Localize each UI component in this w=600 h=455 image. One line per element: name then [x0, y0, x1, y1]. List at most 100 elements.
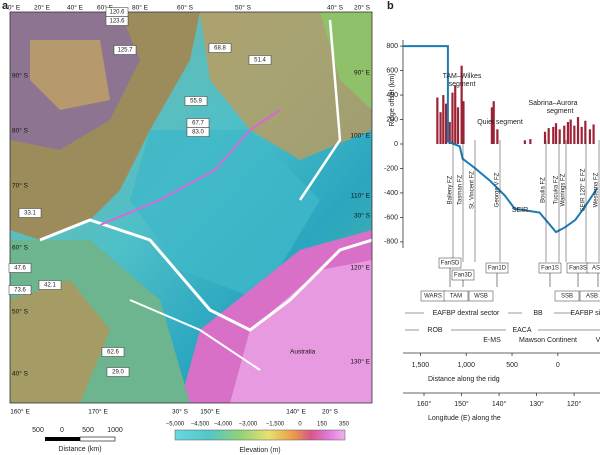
map-labels: 0° E 20° E 40° E 60° E 80° E 60° S 50° S 40° S 2… [8, 4, 371, 416]
map-box [106, 367, 130, 377]
bar [460, 65, 463, 144]
lat-label: 130° E [350, 358, 370, 366]
y-tick-label: 200 [386, 116, 398, 123]
map-box-label: 62.6 [107, 350, 119, 356]
bar [490, 107, 493, 144]
bar [444, 103, 448, 144]
x2-tick-label: 160° [417, 400, 432, 408]
scale-bar [45, 437, 80, 441]
segment-label: segment [547, 108, 574, 115]
map-box [184, 96, 208, 106]
y-tick-label: 800 [386, 43, 398, 50]
basin-box [468, 290, 494, 302]
lat-label: 90° E [354, 69, 371, 77]
lon-label: 60° E [97, 4, 114, 12]
lon-label: 40° E [67, 4, 84, 12]
fan-label: Fan3S [569, 266, 587, 272]
fz-label: Westerna FZ [594, 172, 600, 207]
y-tick-label: 400 [386, 92, 398, 99]
colorbar-title: Elevation (m) [239, 447, 280, 454]
fz-label: St. Vincent FZ [470, 171, 476, 209]
map-box-label: 120.6 [109, 10, 125, 16]
fan-label: FanSD [441, 261, 460, 267]
map-box [38, 280, 62, 290]
lat-label: 30° S [354, 212, 371, 220]
lat-label: 110° E [351, 192, 371, 200]
colorbar-ticks: −5,000 −4,500 −4,000 −3,000 −1,500 0 150 350 [166, 422, 350, 428]
colorbar-tick: −4,500 [191, 422, 210, 428]
scale-tick: 500 [32, 427, 44, 434]
y-tick-label: 600 [386, 67, 398, 74]
colorbar-tick: 150 [317, 422, 328, 428]
sector-label: EAFBP dextral sector [433, 310, 500, 317]
map-box-label: 83.0 [192, 130, 204, 136]
bar [584, 120, 587, 144]
lat-label: 100° E [350, 132, 370, 140]
map-box-label: 67.7 [192, 121, 204, 127]
bar [436, 97, 439, 144]
x2-tick-label: 140° [492, 400, 507, 408]
lon-label: 50° S [235, 4, 252, 12]
ridge-line [403, 45, 599, 234]
fan-label: Fan1S [541, 266, 559, 272]
bar [523, 140, 526, 144]
fz-label: George V FZ [495, 172, 501, 207]
map-box [8, 285, 32, 295]
bar [529, 139, 532, 144]
map-box [248, 55, 272, 65]
bar [462, 101, 465, 144]
y-tick-label: -400 [384, 190, 398, 197]
colorbar-tick: −1,500 [266, 422, 285, 428]
x2-tick-label: 150° [454, 400, 469, 408]
colorbar-tick: 350 [339, 422, 350, 428]
bar [496, 129, 499, 144]
bar [558, 129, 561, 144]
fz-label: Boulia FZ [541, 177, 547, 203]
bar [566, 121, 570, 144]
x2-tick-label: 120° [567, 400, 582, 408]
colorbar-tick: 0 [298, 422, 302, 428]
map [10, 12, 372, 403]
fz-label: Balleny FZ [448, 175, 454, 204]
fz-label: Warrings FZ [561, 173, 567, 206]
map-box [186, 127, 210, 137]
sector-bg [532, 336, 564, 344]
bar [588, 129, 592, 144]
lon-label: 60° S [177, 4, 194, 12]
x-tick-label: 1,000 [457, 362, 475, 369]
bar [547, 128, 550, 144]
map-box-label: 73.6 [14, 288, 26, 294]
y-tick-label: -800 [384, 239, 398, 246]
basin-box [554, 290, 580, 302]
lat-label: 90° S [12, 72, 29, 80]
bar [448, 121, 451, 144]
bar [580, 126, 583, 144]
lon-label: 140° E [286, 408, 306, 416]
lat-label: 80° S [12, 127, 29, 135]
fan-label: ASB [592, 266, 600, 272]
map-box [8, 263, 32, 273]
x-tick-label: 1,500 [412, 362, 430, 369]
lat-label: 60° S [12, 244, 29, 252]
sector-bg [476, 336, 508, 344]
x-tick-label: 500 [506, 362, 518, 369]
fan-label: Fan3D [454, 273, 473, 279]
sector-label: Mawson Continent [519, 337, 577, 344]
scale-title: Distance (km) [58, 446, 101, 453]
sector-bg [522, 309, 554, 317]
x-axis-title: Distance along the ridg [428, 376, 500, 383]
bar [456, 107, 460, 144]
map-box [113, 45, 137, 55]
fz-label: SEIR 120° E FZ [581, 168, 587, 211]
map-box-label: 42.1 [44, 283, 56, 289]
segment-label: TAM–Wilkes [443, 73, 482, 80]
map-box [105, 16, 129, 26]
fz-label: Tucuka FZ [554, 175, 560, 204]
segment-label: Sabrina–Aurora [528, 100, 577, 107]
sector-bg [572, 309, 600, 317]
sector-label: EAFBP sini [570, 310, 600, 317]
basin-box [443, 290, 469, 302]
lon-label: 20° S [322, 408, 339, 416]
